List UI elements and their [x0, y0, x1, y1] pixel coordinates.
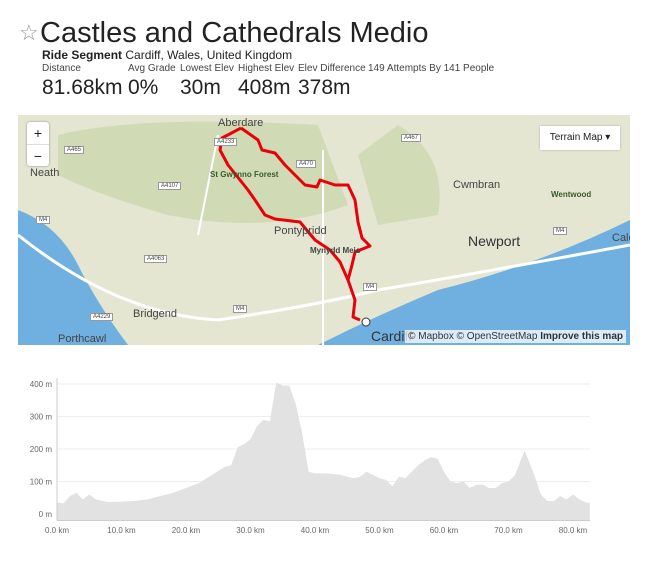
stat-value: 0% [128, 76, 159, 99]
map-label: Aberdare [218, 117, 264, 129]
x-tick-label: 20.0 km [172, 526, 201, 535]
road-label: M4 [36, 216, 51, 224]
route-line [218, 126, 350, 281]
segment-type: Ride Segment [42, 48, 123, 62]
road-label: M4 [553, 227, 568, 235]
route-map[interactable]: + − Terrain Map ▾ Aberdare St Gwynno Fore… [18, 115, 630, 345]
map-label: Porthcawl [58, 333, 107, 345]
stat-label: Highest Elev [238, 63, 295, 74]
x-tick-label: 40.0 km [301, 526, 330, 535]
stat-elev-difference: Elev Difference 378m [298, 63, 366, 100]
map-attribution: © Mapbox © OpenStreetMap Improve this ma… [405, 330, 626, 343]
map-label: Cardiff [371, 328, 412, 344]
road-label: A465 [64, 146, 85, 154]
road-label: A4107 [158, 182, 182, 190]
map-label: St Gwynno Forest [210, 170, 279, 179]
stat-value: 81.68km [42, 76, 123, 99]
road-label: A467 [401, 134, 422, 142]
map-label: Cwmbran [453, 179, 501, 191]
stat-avg-grade: Avg Grade 0% [128, 63, 176, 100]
x-tick-label: 50.0 km [365, 526, 394, 535]
y-tick-label: 100 m [30, 478, 53, 487]
stat-label: Distance [42, 63, 81, 74]
stat-lowest-elev: Lowest Elev 30m [180, 63, 234, 100]
stat-value: 378m [298, 76, 351, 99]
road-label: A4063 [144, 255, 168, 263]
x-tick-label: 10.0 km [107, 526, 136, 535]
mapbox-link[interactable]: © Mapbox [408, 331, 454, 342]
y-tick-label: 0 m [39, 510, 53, 519]
sea-channel [318, 220, 630, 345]
map-label: Mynydd Meio [310, 246, 361, 255]
map-label: Wentwood [551, 190, 592, 199]
favorite-star-icon[interactable]: ☆ [19, 20, 39, 45]
map-label: Neath [30, 167, 60, 179]
stat-label: Avg Grade [128, 63, 176, 74]
zoom-controls: + − [27, 122, 49, 166]
map-label: Newport [468, 233, 521, 249]
stat-label: Elev Difference [298, 63, 366, 74]
zoom-in-button[interactable]: + [27, 122, 49, 145]
road-label: A470 [296, 160, 317, 168]
caret-down-icon: ▾ [605, 132, 611, 143]
map-label: Calc [612, 232, 630, 244]
map-layer-label: Terrain Map [549, 132, 603, 143]
stat-label: Lowest Elev [180, 63, 234, 74]
y-tick-label: 200 m [30, 445, 53, 454]
segment-location: Cardiff, Wales, United Kingdom [125, 48, 293, 62]
y-tick-label: 400 m [30, 380, 53, 389]
stat-distance: Distance 81.68km [42, 63, 123, 100]
map-background [18, 115, 630, 345]
x-tick-label: 0.0 km [45, 526, 69, 535]
page-title: Castles and Cathedrals Medio [40, 17, 429, 49]
road-label: M4 [233, 305, 248, 313]
stat-highest-elev: Highest Elev 408m [238, 63, 294, 100]
x-tick-label: 80.0 km [559, 526, 588, 535]
improve-map-link[interactable]: Improve this map [540, 331, 623, 342]
m4-road [18, 233, 630, 322]
x-tick-label: 30.0 km [236, 526, 265, 535]
hills [58, 121, 348, 223]
hills [358, 125, 440, 225]
map-label: Pontypridd [274, 225, 327, 237]
stat-value: 30m [180, 76, 221, 99]
segment-subtitle: Ride Segment Cardiff, Wales, United King… [42, 48, 292, 62]
elevation-area [57, 382, 590, 521]
x-tick-label: 70.0 km [494, 526, 523, 535]
map-label: Bridgend [133, 308, 178, 320]
y-tick-label: 300 m [30, 413, 53, 422]
road-label: A4233 [214, 138, 238, 146]
finish-flag-icon [361, 317, 371, 327]
route-line [240, 126, 372, 322]
road-label: M4 [363, 283, 378, 291]
attempts-count: 149 Attempts By 141 People [368, 63, 495, 74]
osm-link[interactable]: © OpenStreetMap [456, 331, 538, 342]
zoom-out-button[interactable]: − [33, 148, 43, 164]
elevation-chart[interactable]: 0 m 100 m 200 m 300 m 400 m 0.0 km 10.0 km 20.0… [0, 370, 654, 540]
stat-value: 408m [238, 76, 291, 99]
sea-west [18, 210, 128, 345]
map-layer-select[interactable]: Terrain Map ▾ [540, 126, 620, 150]
road-label: A4229 [90, 313, 114, 321]
x-tick-label: 60.0 km [430, 526, 459, 535]
